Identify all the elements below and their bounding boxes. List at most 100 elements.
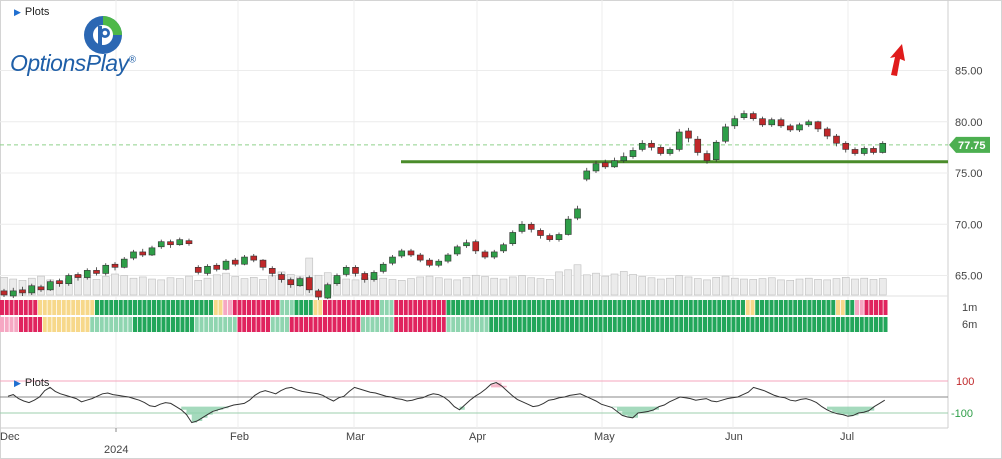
heatmap-cell (294, 300, 299, 315)
candle-body (574, 208, 581, 219)
heatmap-cell (47, 300, 52, 315)
heatmap-cell (384, 300, 389, 315)
heatmap-cell (251, 317, 256, 332)
sub-plots-toggle[interactable]: ▶ Plots (14, 377, 49, 389)
volume-bar (240, 278, 249, 296)
heatmap-cell (42, 317, 47, 332)
heatmap-cell (859, 317, 864, 332)
volume-bar (471, 274, 480, 296)
heatmap-cell (551, 317, 555, 332)
heatmap-cell (446, 300, 451, 315)
candle-body (19, 289, 26, 294)
heatmap-cell (674, 300, 679, 315)
heatmap-cell (0, 317, 4, 332)
time-tick-label: Jul (840, 431, 854, 443)
heatmap-cell (541, 317, 546, 332)
candle-body (472, 241, 480, 252)
heatmap-cell (223, 317, 228, 332)
candle-body (546, 235, 554, 240)
volume-bar (490, 277, 499, 296)
heatmap-cell (802, 317, 807, 332)
volume-bar (684, 276, 693, 296)
volume-bar (582, 274, 591, 296)
heatmap-cell (95, 317, 99, 332)
heatmap-cell (821, 317, 826, 332)
heatmap-cell (9, 317, 14, 332)
heatmap-cell (698, 300, 703, 315)
heatmap-cell (4, 317, 9, 332)
triangle-right-icon: ▶ (14, 7, 21, 17)
heatmap-cell (33, 317, 38, 332)
heatmap-cell (76, 300, 80, 315)
candle-body (712, 141, 720, 160)
heatmap-cell (517, 317, 522, 332)
volume-bar (203, 277, 212, 296)
heatmap-cell (66, 317, 71, 332)
heatmap-cell (475, 317, 479, 332)
sub-plots-label: Plots (24, 377, 50, 389)
heatmap-cell (617, 300, 622, 315)
heatmap-cell (33, 300, 38, 315)
heatmap-cell (579, 300, 584, 315)
heatmap-cell (522, 300, 527, 315)
heatmap-cell (760, 317, 764, 332)
volume-bar (878, 278, 887, 296)
volume-bar (101, 276, 110, 296)
candle-body (176, 239, 184, 246)
heatmap-cell (237, 317, 242, 332)
heatmap-cell (99, 317, 104, 332)
heatmap-cell (793, 317, 798, 332)
heatmap-cell (408, 300, 413, 315)
heatmap-cell (460, 300, 465, 315)
heatmap-cell (332, 317, 337, 332)
price-tick-label: 80.00 (955, 117, 983, 129)
heatmap-cell (261, 317, 266, 332)
heatmap-cell (503, 317, 508, 332)
heatmap-cell (555, 317, 560, 332)
heatmap-cell (807, 300, 812, 315)
heatmap-cell (774, 300, 779, 315)
heatmap-cell (432, 300, 437, 315)
candle-body (509, 232, 517, 245)
heatmap-cell (71, 300, 76, 315)
heatmap-cell (228, 300, 232, 315)
heatmap-cell (840, 317, 845, 332)
heatmap-cell (356, 317, 361, 332)
volume-bar (259, 279, 267, 296)
heatmap-cell (194, 317, 199, 332)
heatmap-cell (375, 300, 380, 315)
heatmap-cell (498, 317, 503, 332)
heatmap-cell (793, 300, 798, 315)
heatmap-cell (242, 317, 247, 332)
heatmap-cell (14, 317, 19, 332)
candle-body (740, 113, 748, 118)
heatmap-cell (175, 300, 180, 315)
heatmap-cell (874, 317, 878, 332)
volume-bar (453, 279, 462, 296)
heatmap-cell (242, 300, 247, 315)
heatmap-cell (204, 317, 209, 332)
volume-bar (777, 279, 785, 296)
heatmap-cell (318, 300, 323, 315)
candle-body (555, 234, 563, 240)
candle-body (675, 131, 683, 150)
candle-body (324, 284, 332, 299)
volume-bar (129, 277, 138, 296)
heatmap-cell (166, 317, 171, 332)
candle-body (629, 150, 637, 157)
heatmap-cell (161, 300, 166, 315)
heatmap-cell (118, 317, 123, 332)
time-tick-label: Mar (346, 431, 365, 443)
heatmap-cell (451, 300, 456, 315)
heatmap-cell (655, 300, 660, 315)
heatmap-cell (465, 300, 470, 315)
heatmap-cell (503, 300, 508, 315)
plots-toggle[interactable]: ▶ Plots (14, 6, 49, 18)
volume-bar (249, 277, 258, 296)
volume-bar (851, 278, 859, 296)
heatmap-cell (19, 300, 23, 315)
heatmap-cell (228, 317, 232, 332)
heatmap-cell (337, 300, 342, 315)
heatmap-cell (555, 300, 560, 315)
